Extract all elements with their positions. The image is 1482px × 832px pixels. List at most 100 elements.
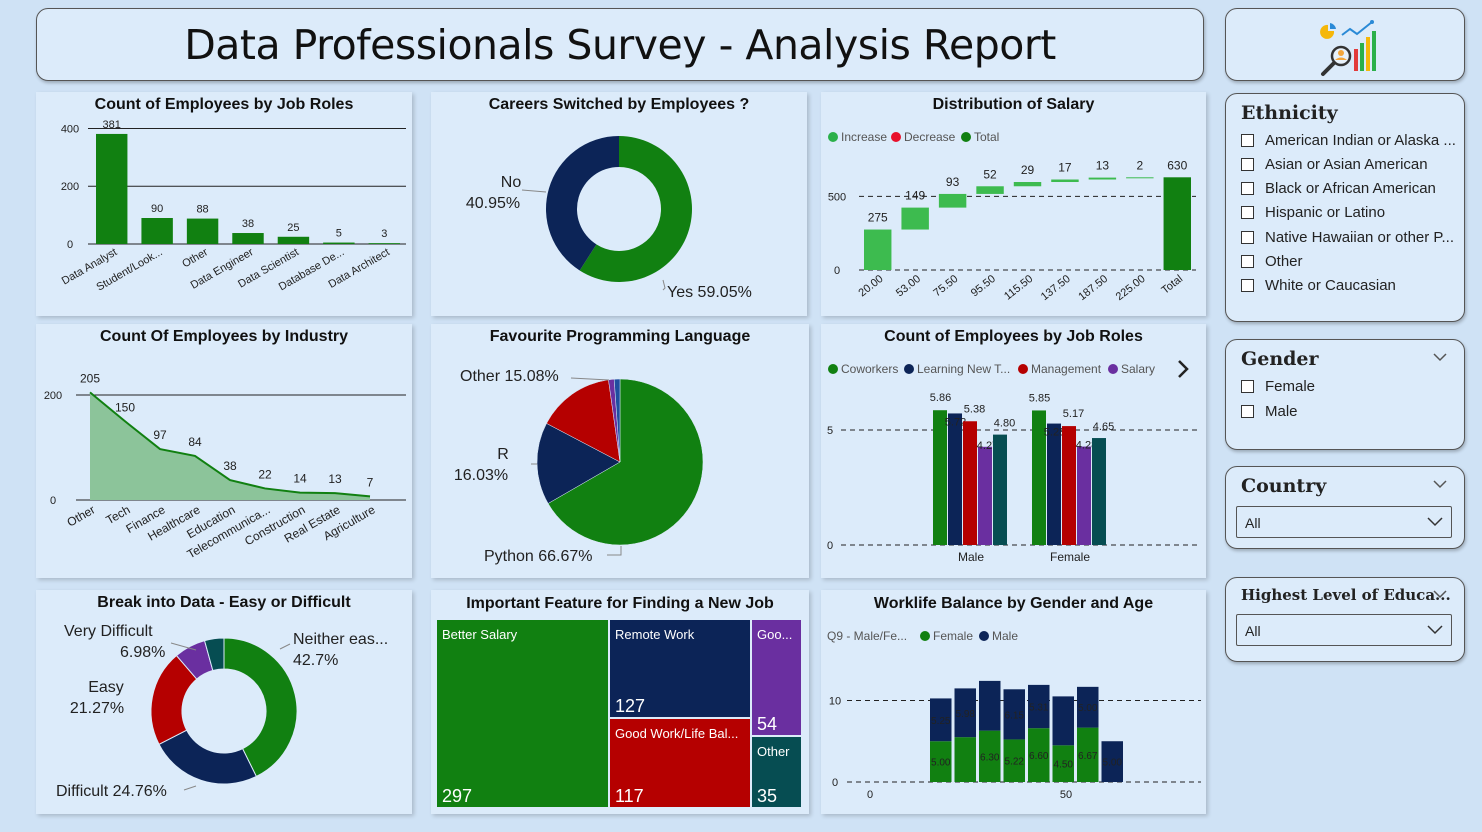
point-value-label: 7 xyxy=(367,475,374,489)
job-features-chart: Important Feature for Finding a New Job … xyxy=(431,590,809,814)
stacked-bar-male xyxy=(1028,684,1050,729)
bar xyxy=(186,218,219,244)
stacked-bar-female xyxy=(979,730,1001,782)
legend-label: Learning New T... xyxy=(917,362,1010,376)
segment-label: 6.67 xyxy=(1078,751,1098,762)
ethnicity-option[interactable]: American Indian or Alaska ... xyxy=(1241,132,1456,149)
segment-label: 5.22 xyxy=(1005,757,1025,768)
slice-label: Easy xyxy=(88,679,124,696)
bar xyxy=(948,413,962,545)
bar-value-label: 149 xyxy=(905,189,925,203)
slice-label: R xyxy=(497,446,509,463)
x-tick-label: Other xyxy=(65,502,98,529)
treemap-tile xyxy=(752,737,801,807)
slicer-title: Highest Level of Educa... xyxy=(1241,586,1451,604)
gender-option[interactable]: Male xyxy=(1241,403,1298,420)
option-label: Black or African American xyxy=(1265,180,1436,197)
tile-label: Remote Work xyxy=(615,627,695,642)
legend-label: Increase xyxy=(841,130,887,144)
y-tick-label: 0 xyxy=(827,540,833,552)
segment-label: 6.30 xyxy=(980,752,1000,763)
legend-label: Total xyxy=(974,130,999,144)
stacked-bar-male xyxy=(930,698,952,742)
industry-chart: Count Of Employees by Industry 0 200 205 Ot… xyxy=(36,324,412,578)
option-label: Male xyxy=(1265,403,1298,420)
programming-language-plot: Other 15.08% R 16.03% Python 66.67% xyxy=(454,368,704,565)
legend-label: Management xyxy=(1031,362,1102,376)
dropdown-value: All xyxy=(1245,515,1261,531)
leader-line xyxy=(521,189,547,193)
chart-title: Distribution of Salary xyxy=(932,96,1095,113)
bar-value-label: 5 xyxy=(336,228,342,240)
stacked-bar-male xyxy=(1052,696,1074,746)
checkbox[interactable] xyxy=(1241,255,1254,268)
break-into-data-chart: Break into Data - Easy or Difficult Neit… xyxy=(36,590,412,814)
point-value-label: 150 xyxy=(115,400,135,414)
bar-value-label: 5.17 xyxy=(1063,408,1084,420)
chevron-down-icon[interactable] xyxy=(1432,589,1448,599)
bar-value-label: 29 xyxy=(1021,163,1035,177)
checkbox[interactable] xyxy=(1241,405,1254,418)
slice-label: Yes 59.05% xyxy=(667,284,752,301)
bar-value-label: 3 xyxy=(381,228,387,240)
option-label: Hispanic or Latino xyxy=(1265,204,1386,221)
chart-title: Worklife Balance by Gender and Age xyxy=(873,595,1154,612)
checkbox[interactable] xyxy=(1241,279,1254,292)
waterfall-bar xyxy=(976,186,1004,194)
bar xyxy=(963,421,977,545)
y-tick-label: 200 xyxy=(61,181,79,193)
legend-marker xyxy=(920,631,930,641)
segment-label: 5.98 xyxy=(956,709,976,720)
legend-marker xyxy=(891,132,901,142)
tile-value: 297 xyxy=(442,786,472,806)
x-tick-label: 75.50 xyxy=(931,273,960,299)
report-header: Data Professionals Survey - Analysis Rep… xyxy=(36,8,1204,81)
y-tick-label: 0 xyxy=(67,239,73,251)
chevron-down-icon[interactable] xyxy=(1432,352,1448,362)
bar-value-label: 88 xyxy=(196,204,208,216)
legend-label: Female xyxy=(933,629,973,643)
slice-pct-label: 21.27% xyxy=(70,700,124,717)
x-tick-label: 53.00 xyxy=(894,273,923,299)
career-switch-chart: Careers Switched by Employees ? Yes 59.0… xyxy=(431,92,807,316)
segment-label: 5.00 xyxy=(931,758,951,769)
area-line xyxy=(89,391,371,498)
gender-option[interactable]: Female xyxy=(1241,378,1315,395)
education-dropdown[interactable]: All xyxy=(1236,614,1452,646)
checkbox[interactable] xyxy=(1241,158,1254,171)
checkbox[interactable] xyxy=(1241,380,1254,393)
legend-label: Salary xyxy=(1121,362,1155,376)
tile-value: 117 xyxy=(615,786,644,806)
bar xyxy=(323,242,355,244)
slicer-title: Gender xyxy=(1241,348,1319,370)
treemap-tile xyxy=(752,620,801,735)
stacked-bar-male xyxy=(1077,686,1099,728)
ethnicity-option[interactable]: Native Hawaiian or other P... xyxy=(1241,229,1454,246)
waterfall-bar xyxy=(864,229,892,270)
y-tick-label: 400 xyxy=(61,123,79,135)
checkbox[interactable] xyxy=(1241,231,1254,244)
legend-marker xyxy=(1108,364,1118,374)
chevron-down-icon[interactable] xyxy=(1432,479,1448,489)
report-logo xyxy=(1225,8,1465,81)
x-tick-label: 187.50 xyxy=(1076,273,1110,303)
x-tick-label: 225.00 xyxy=(1114,273,1148,303)
waterfall-bar xyxy=(938,193,967,208)
pie-slice xyxy=(613,378,621,463)
country-dropdown[interactable]: All xyxy=(1236,506,1452,538)
ethnicity-option[interactable]: White or Caucasian xyxy=(1241,277,1396,294)
ethnicity-option[interactable]: Other xyxy=(1241,253,1303,270)
checkbox[interactable] xyxy=(1241,182,1254,195)
bar-value-label: 17 xyxy=(1058,161,1072,175)
y-tick-label: 0 xyxy=(834,265,840,277)
segment-label: 6.15 xyxy=(1005,710,1025,721)
checkbox[interactable] xyxy=(1241,134,1254,147)
waterfall-bar xyxy=(1126,177,1154,179)
chart-title: Count of Employees by Job Roles xyxy=(94,96,354,113)
bar xyxy=(1032,410,1046,545)
ethnicity-option[interactable]: Hispanic or Latino xyxy=(1241,204,1385,221)
ethnicity-option[interactable]: Asian or Asian American xyxy=(1241,156,1428,173)
slice-label: Difficult 24.76% xyxy=(56,783,167,800)
checkbox[interactable] xyxy=(1241,206,1254,219)
ethnicity-option[interactable]: Black or African American xyxy=(1241,180,1436,197)
